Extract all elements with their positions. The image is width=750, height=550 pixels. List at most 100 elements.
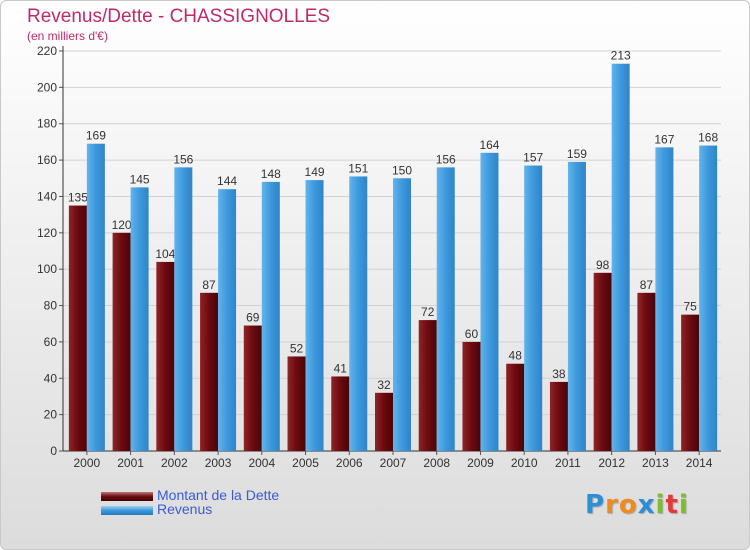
data-label-dette: 98 (596, 258, 610, 272)
y-tick-label: 200 (37, 80, 57, 94)
data-label-revenus: 156 (173, 152, 193, 166)
data-label-dette: 104 (155, 247, 175, 261)
data-label-revenus: 151 (348, 161, 368, 175)
data-label-dette: 135 (68, 191, 88, 205)
x-tick-label: 2009 (467, 456, 494, 470)
data-label-dette: 69 (246, 311, 260, 325)
bar-dette (156, 261, 175, 451)
legend-swatch-dette (101, 492, 153, 501)
x-tick-label: 2000 (74, 456, 101, 470)
logo-letter: x (637, 490, 656, 520)
y-tick-label: 160 (37, 153, 57, 167)
x-tick-label: 2011 (555, 456, 581, 470)
y-tick-label: 60 (44, 335, 58, 349)
data-label-revenus: 159 (567, 147, 587, 161)
data-label-dette: 72 (421, 305, 435, 319)
data-label-revenus: 144 (217, 174, 237, 188)
bar-dette (418, 320, 437, 451)
y-tick-label: 100 (37, 262, 57, 276)
data-label-revenus: 157 (523, 151, 543, 165)
bar-revenus (261, 181, 280, 451)
data-label-dette: 75 (683, 300, 697, 314)
bar-revenus (393, 178, 411, 452)
bar-dette (112, 232, 131, 451)
bar-revenus (436, 167, 455, 451)
x-tick-label: 2003 (205, 456, 232, 470)
y-tick-label: 140 (37, 189, 57, 203)
bar-dette (331, 376, 350, 451)
data-label-dette: 87 (202, 278, 216, 292)
logo-letter: i (678, 490, 689, 520)
y-tick-label: 20 (44, 408, 58, 422)
chart-subtitle: (en milliers d'€) (27, 29, 108, 43)
y-tick-label: 0 (50, 444, 57, 458)
bar-revenus (130, 187, 149, 451)
data-label-dette: 87 (640, 278, 654, 292)
x-tick-label: 2008 (423, 456, 450, 470)
data-label-dette: 32 (377, 378, 391, 392)
x-tick-label: 2001 (117, 456, 144, 470)
data-label-revenus: 148 (261, 167, 281, 181)
bar-dette (287, 356, 306, 451)
data-label-dette: 52 (290, 341, 304, 355)
data-label-revenus: 213 (611, 49, 631, 63)
data-label-dette: 48 (509, 349, 523, 363)
bar-dette (243, 325, 262, 451)
data-label-dette: 60 (465, 327, 479, 341)
bar-dette (375, 392, 393, 451)
bar-dette (593, 272, 612, 451)
x-tick-label: 2010 (511, 456, 538, 470)
logo-letter: o (618, 490, 638, 520)
bar-revenus (86, 143, 105, 451)
data-label-revenus: 164 (479, 138, 499, 152)
logo-letter: P (585, 490, 606, 520)
chart-title: Revenus/Dette - CHASSIGNOLLES (27, 6, 331, 27)
bar-dette (506, 363, 525, 451)
bar-revenus (174, 167, 193, 451)
bar-dette (462, 341, 481, 451)
bar-revenus (699, 145, 718, 451)
y-tick-label: 120 (37, 226, 57, 240)
data-label-revenus: 150 (392, 163, 412, 177)
bar-dette (549, 381, 568, 451)
data-label-dette: 120 (112, 218, 132, 232)
logo-letter: r (605, 490, 619, 520)
logo-letter: t (665, 490, 679, 520)
bar-revenus (655, 147, 674, 451)
y-tick-label: 40 (44, 371, 58, 385)
bar-revenus (480, 152, 499, 451)
x-tick-label: 2006 (336, 456, 363, 470)
bar-revenus (567, 161, 586, 451)
legend-swatch-revenus (101, 506, 153, 515)
data-label-revenus: 168 (698, 131, 718, 145)
legend-label-dette: Montant de la Dette (157, 487, 280, 503)
bar-revenus (349, 176, 368, 452)
y-tick-label: 80 (44, 299, 58, 313)
bar-revenus (305, 180, 324, 451)
x-tick-label: 2002 (161, 456, 188, 470)
x-tick-label: 2004 (248, 456, 275, 470)
y-tick-label: 180 (37, 117, 57, 131)
logo-letter: i (655, 490, 666, 520)
bar-dette (681, 314, 700, 451)
data-label-revenus: 149 (305, 165, 325, 179)
y-tick-label: 220 (37, 44, 57, 58)
bar-revenus (524, 165, 543, 451)
data-label-revenus: 145 (130, 172, 150, 186)
bar-dette (637, 292, 656, 451)
bar-revenus (218, 189, 237, 451)
legend-label-revenus: Revenus (157, 501, 213, 517)
data-label-dette: 41 (334, 361, 348, 375)
x-tick-label: 2007 (380, 456, 407, 470)
proxiti-logo: Proxiti (585, 490, 689, 520)
data-label-dette: 38 (552, 367, 566, 381)
x-tick-label: 2014 (686, 456, 713, 470)
bar-dette (68, 205, 87, 451)
data-label-revenus: 156 (436, 152, 456, 166)
data-label-revenus: 169 (86, 129, 106, 143)
x-tick-label: 2005 (292, 456, 319, 470)
data-label-revenus: 167 (654, 132, 674, 146)
x-tick-label: 2012 (598, 456, 625, 470)
